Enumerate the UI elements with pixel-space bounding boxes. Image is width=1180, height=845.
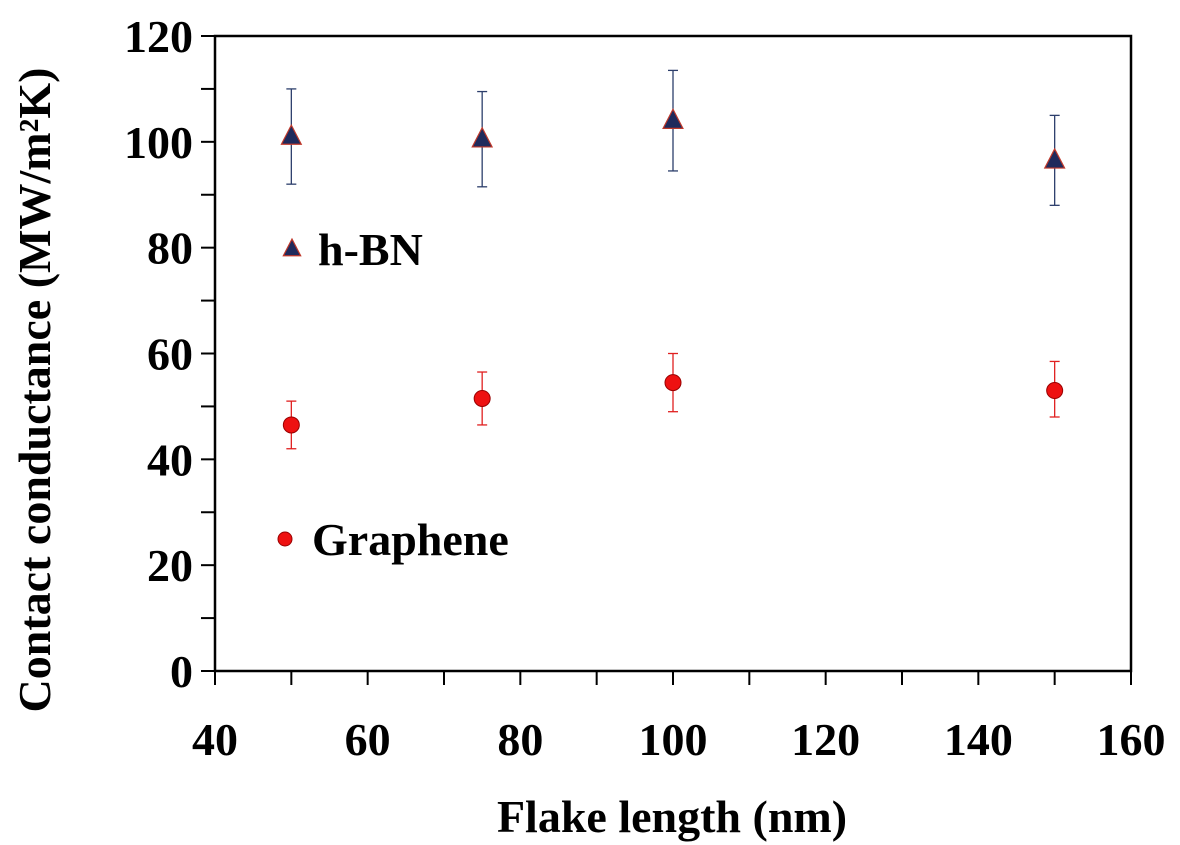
y-tick-label: 0 [170,646,193,697]
data-point [664,374,682,392]
x-axis-label: Flake length (nm) [497,791,847,842]
y-tick-label: 60 [147,329,193,380]
y-tick-label: 80 [147,223,193,274]
legend-item: Graphene [277,514,509,565]
data-point [662,107,684,129]
data-point [282,416,300,434]
y-tick-label: 120 [124,11,193,62]
x-tick-label: 80 [497,714,543,765]
y-axis-ticks: 0 20 40 60 80 100 120 [124,11,215,697]
y-axis-label: Contact conductance (MW/m²K) [9,68,60,713]
data-point [1043,147,1066,169]
data-point [471,126,494,148]
legend-label: h-BN [318,224,423,275]
x-tick-label: 140 [944,714,1013,765]
legend-marker [282,237,302,257]
data-point [1046,382,1064,400]
legend-label: Graphene [312,514,509,565]
y-tick-label: 20 [147,540,193,591]
x-tick-label: 120 [791,714,860,765]
y-tick-label: 100 [124,117,193,168]
series-h-bn [280,69,1066,206]
legend: h-BN Graphene [277,224,509,565]
series-graphene [282,352,1064,450]
x-tick-label: 60 [345,714,391,765]
x-tick-label: 160 [1097,714,1166,765]
data-point [280,123,303,145]
x-tick-label: 100 [639,714,708,765]
data-point [473,389,491,407]
x-axis-ticks: 40 60 80 100 120 140 160 [192,671,1166,765]
x-tick-label: 40 [192,714,238,765]
legend-marker [277,531,293,547]
y-tick-label: 40 [147,434,193,485]
legend-item: h-BN [282,224,423,275]
series-layer [280,69,1066,450]
